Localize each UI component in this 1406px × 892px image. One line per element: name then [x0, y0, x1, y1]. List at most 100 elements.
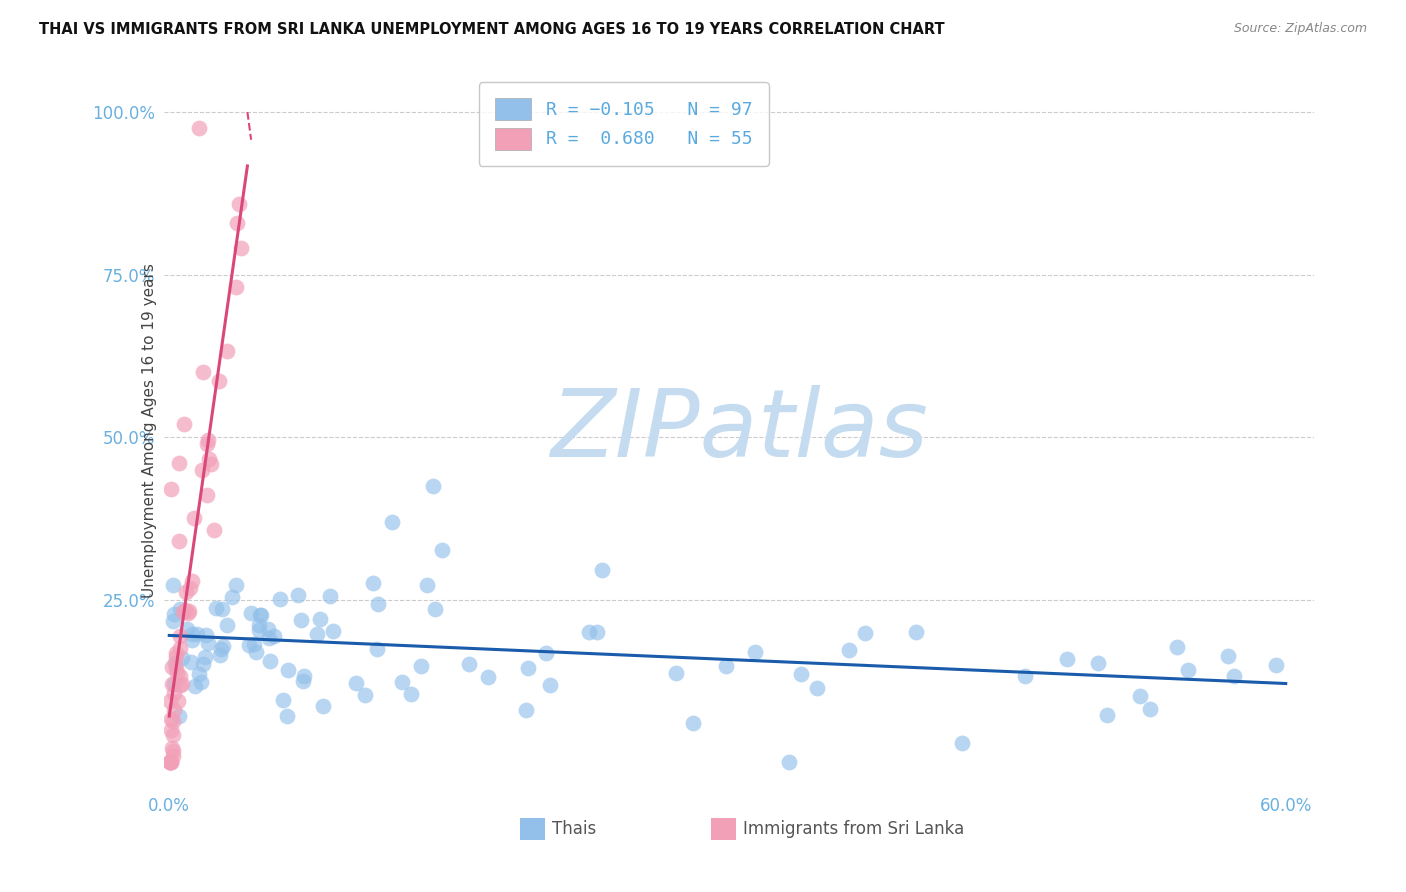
Point: [190, 675, 212, 690]
Point: [458, 657, 481, 671]
Point: [292, 669, 315, 683]
Point: [423, 601, 446, 615]
Point: [225, 280, 247, 294]
Point: [276, 709, 298, 723]
Point: [159, 755, 181, 769]
Point: [162, 614, 184, 628]
Point: [173, 603, 195, 617]
Point: [273, 693, 295, 707]
Point: [160, 677, 183, 691]
Point: [162, 728, 184, 742]
Point: [173, 417, 195, 431]
Point: [399, 687, 422, 701]
Point: [172, 605, 194, 619]
Point: [180, 655, 202, 669]
Point: [240, 606, 263, 620]
Point: [162, 744, 184, 758]
Point: [195, 437, 218, 451]
Point: [160, 755, 183, 769]
Point: [217, 618, 239, 632]
Point: [231, 241, 253, 255]
Point: [1177, 663, 1199, 677]
Point: [319, 590, 342, 604]
Text: ZIPatlas: ZIPatlas: [550, 385, 928, 476]
Point: [188, 121, 211, 136]
Point: [228, 196, 250, 211]
Point: [853, 626, 876, 640]
Point: [162, 577, 184, 591]
Point: [1056, 652, 1078, 666]
Point: [160, 713, 183, 727]
Point: [163, 703, 186, 717]
Point: [159, 755, 181, 769]
Point: [1139, 702, 1161, 716]
Point: [169, 534, 191, 549]
Point: [716, 659, 738, 673]
Point: [778, 755, 800, 769]
Point: [191, 463, 214, 477]
Point: [1129, 690, 1152, 704]
Point: [247, 623, 270, 637]
Point: [1216, 648, 1239, 663]
Point: [163, 607, 186, 622]
Point: [249, 607, 271, 622]
Point: [361, 575, 384, 590]
Point: [205, 601, 228, 615]
Point: [534, 646, 557, 660]
Point: [197, 433, 219, 447]
Point: [197, 636, 219, 650]
Point: [290, 613, 312, 627]
Point: [172, 676, 194, 690]
Point: [181, 627, 204, 641]
Point: [211, 601, 233, 615]
Point: [1166, 640, 1188, 655]
Point: [409, 658, 432, 673]
Legend: R = −0.105   N = 97, R =  0.680   N = 55: R = −0.105 N = 97, R = 0.680 N = 55: [479, 82, 769, 166]
Point: [162, 686, 184, 700]
Point: [344, 676, 367, 690]
Point: [263, 629, 285, 643]
Point: [162, 749, 184, 764]
Point: [249, 607, 271, 622]
Point: [179, 582, 201, 596]
Point: [477, 670, 499, 684]
Point: [416, 577, 439, 591]
Point: [209, 642, 232, 657]
Point: [184, 679, 207, 693]
Point: [354, 689, 377, 703]
Text: Thais: Thais: [553, 820, 596, 838]
Point: [162, 676, 184, 690]
Point: [165, 661, 187, 675]
Point: [838, 643, 860, 657]
FancyBboxPatch shape: [520, 818, 546, 839]
Point: [1087, 657, 1109, 671]
Point: [221, 590, 243, 604]
Point: [159, 755, 181, 769]
Point: [308, 612, 330, 626]
Point: [806, 681, 828, 695]
Point: [159, 755, 181, 769]
Point: [195, 628, 218, 642]
Point: [744, 645, 766, 659]
Point: [287, 588, 309, 602]
Point: [243, 636, 266, 650]
Point: [160, 482, 183, 496]
Point: [515, 703, 537, 717]
FancyBboxPatch shape: [711, 818, 737, 839]
Point: [200, 458, 222, 472]
Point: [169, 629, 191, 643]
Point: [217, 343, 239, 358]
Point: [160, 755, 183, 769]
Point: [166, 694, 188, 708]
Point: [312, 698, 335, 713]
Point: [179, 604, 201, 618]
Point: [422, 479, 444, 493]
Point: [517, 661, 540, 675]
Point: [191, 657, 214, 671]
Point: [169, 601, 191, 615]
Point: [1222, 668, 1244, 682]
Point: [169, 641, 191, 656]
Point: [167, 709, 190, 723]
Point: [212, 639, 235, 653]
Point: [269, 592, 291, 607]
